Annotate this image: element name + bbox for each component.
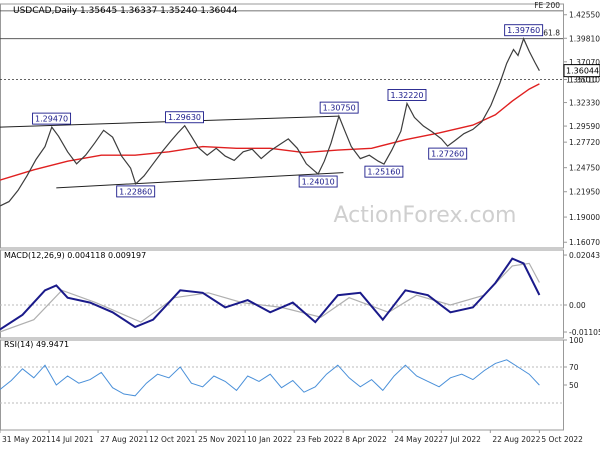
rsi-pane: 100 70 50 [0, 336, 584, 431]
price-tick-label: 1.29590 [569, 122, 600, 131]
ema-line [0, 83, 540, 181]
price-tick-label: 1.24750 [569, 164, 600, 173]
price-tick-label: 1.39810 [569, 34, 600, 43]
price-tick-label: 1.16070 [569, 238, 600, 247]
price-pane: 1.42550 1.39810 1.37070 1.35010 1.32330 1.295… [0, 1, 600, 249]
price-tick-label: 1.27720 [569, 138, 600, 147]
time-axis: 31 May 2021 14 Jul 2021 27 Aug 2021 12 Oct … [0, 430, 583, 444]
time-tick-label: 10 Jan 2022 [247, 435, 292, 444]
price-tick-label: 1.35010 [569, 76, 600, 85]
ohlc-values: 1.35645 1.36337 1.35240 1.36044 [80, 6, 238, 16]
price-label: 1.22860 [119, 187, 152, 196]
rsi-line [0, 359, 540, 397]
price-label: 1.39760 [507, 26, 540, 35]
price-tick-label: 1.21950 [569, 188, 600, 197]
price-label-box [504, 24, 544, 37]
watermark: ActionForex.com [334, 203, 517, 228]
time-tick-label: 8 Apr 2022 [345, 435, 387, 444]
macd-frame [0, 249, 564, 339]
price-tick-label: 1.42550 [569, 11, 600, 20]
fib-label: FE 161.8 [527, 29, 560, 38]
time-tick-label: 14 Jul 2021 [51, 435, 94, 444]
time-tick-label: 24 May 2022 [394, 435, 443, 444]
macd-pane: 0.020437 0.00 -0.011055 [0, 249, 600, 339]
macd-signal-line [0, 262, 540, 333]
time-tick-label: 7 Jul 2022 [443, 435, 481, 444]
price-label-box [387, 89, 427, 101]
price-label: 1.29470 [35, 115, 68, 124]
rsi-tick-label: 50 [569, 381, 579, 390]
price-label: 1.30750 [323, 104, 356, 113]
fib-label: FE 200 [534, 1, 560, 10]
time-tick-label: 27 Aug 2021 [100, 435, 148, 444]
price-label-box [364, 165, 404, 178]
price-label-box [428, 147, 468, 160]
price-label-box [319, 101, 359, 114]
macd-tick-label: 0.00 [569, 301, 586, 310]
price-line [0, 37, 540, 207]
time-tick-label: 5 Oct 2022 [541, 435, 583, 444]
trendline [56, 172, 344, 189]
macd-tick-label: 0.020437 [569, 251, 600, 260]
price-label: 1.25160 [367, 168, 400, 177]
price-label: 1.27260 [431, 150, 464, 159]
price-tick-label: 1.19000 [569, 213, 600, 222]
rsi-frame [0, 339, 564, 431]
macd-title: MACD(12,26,9) 0.004118 0.009197 [4, 251, 146, 260]
time-tick-label: 25 Nov 2021 [198, 435, 246, 444]
macd-tick-label: -0.011055 [569, 328, 600, 337]
price-label-box [298, 175, 338, 188]
price-tick-label: 1.37070 [569, 58, 600, 67]
price-label: 1.29630 [168, 113, 201, 122]
time-tick-label: 12 Oct 2021 [149, 435, 196, 444]
current-price-box [563, 64, 600, 78]
time-tick-label: 31 May 2021 [2, 435, 51, 444]
price-label: 1.24010 [302, 178, 335, 187]
level-price-label: 1.35010 [566, 76, 597, 85]
price-chart-title: USDCAD,Daily [13, 6, 78, 16]
price-label-box [116, 185, 156, 198]
time-tick-label: 23 Feb 2022 [296, 435, 343, 444]
rsi-title: RSI(14) 49.9471 [4, 340, 69, 349]
time-tick-label: 22 Aug 2022 [492, 435, 540, 444]
current-price-label: 1.36044 [566, 67, 599, 76]
rsi-tick-label: 100 [569, 336, 584, 345]
price-label: 1.32220 [390, 91, 423, 100]
price-tick-label: 1.32330 [569, 99, 600, 108]
price-label-box [32, 112, 72, 125]
macd-line [0, 257, 541, 331]
rsi-tick-label: 70 [569, 363, 579, 372]
price-label-box [165, 111, 204, 124]
